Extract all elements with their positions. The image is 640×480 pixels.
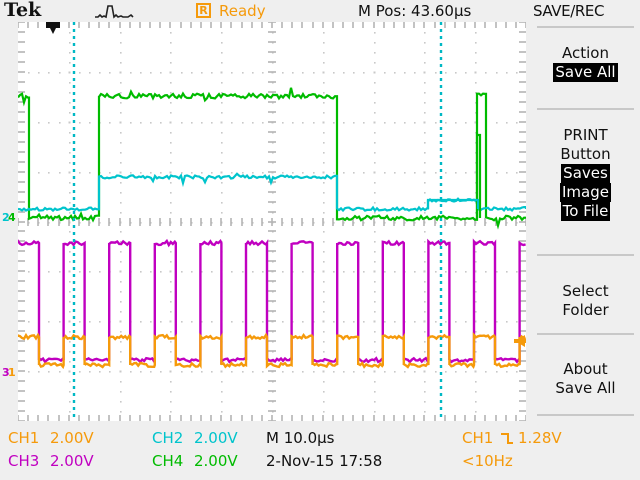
ch3-ground-marker[interactable]: 3 <box>2 366 10 379</box>
trigger-level-readout[interactable]: 1.28V <box>518 429 562 447</box>
ch3-scale[interactable]: 2.00V <box>50 452 94 470</box>
menu-divider <box>537 414 634 416</box>
trigger-position-marker[interactable] <box>46 22 60 34</box>
menu-item-about-label-2: Save All <box>555 379 616 397</box>
menu-divider <box>537 108 634 110</box>
tek-logo: Tek <box>4 0 42 21</box>
menu-item-select-folder-label-2: Folder <box>562 301 609 319</box>
ch4-scale[interactable]: 2.00V <box>194 452 238 470</box>
horizontal-position-readout: M Pos: 43.60μs <box>358 2 472 20</box>
menu-item-print-label-1: PRINT <box>563 126 608 144</box>
graticule-svg <box>18 22 526 421</box>
trigger-source-readout[interactable]: CH1 <box>462 429 494 447</box>
menu-item-print-value-3[interactable]: To File <box>560 202 611 221</box>
menu-divider <box>537 333 634 335</box>
menu-item-print-label-2: Button <box>560 145 611 163</box>
falling-edge-icon <box>501 433 513 444</box>
timebase-readout[interactable]: M 10.0μs <box>266 429 335 447</box>
ch3-label[interactable]: CH3 <box>8 452 40 470</box>
menu-item-print-value-2[interactable]: Image <box>560 183 611 202</box>
waveform-traces <box>18 87 526 370</box>
bottom-readout-bar: CH1 2.00V CH2 2.00V M 10.0μs CH1 1.28V C… <box>0 424 640 480</box>
ch1-scale[interactable]: 2.00V <box>50 429 94 447</box>
ch1-ground-marker[interactable]: 1 <box>8 366 16 379</box>
frequency-readout: <10Hz <box>462 452 513 470</box>
ch4-ground-marker[interactable]: 4 <box>8 211 16 224</box>
menu-item-about-save-all[interactable]: About Save All <box>531 360 640 398</box>
datetime-readout: 2-Nov-15 17:58 <box>266 452 383 470</box>
ch2-scale[interactable]: 2.00V <box>194 429 238 447</box>
menu-item-select-folder[interactable]: Select Folder <box>531 282 640 320</box>
side-menu: Action Save All PRINT Button Saves Image… <box>531 22 640 421</box>
waveform-graticule[interactable]: 2 4 3 1 <box>2 22 526 421</box>
waveform-icon <box>95 5 134 19</box>
menu-divider <box>537 26 634 28</box>
ch2-ground-marker[interactable]: 2 <box>2 211 10 224</box>
ch2-label[interactable]: CH2 <box>152 429 184 447</box>
status-bar: Tek R Ready M Pos: 43.60μs SAVE/REC <box>0 0 640 22</box>
menu-item-select-folder-label-1: Select <box>562 282 609 300</box>
ch1-label[interactable]: CH1 <box>8 429 40 447</box>
trigger-level-marker[interactable] <box>514 335 526 347</box>
menu-item-action-label: Action <box>562 44 609 62</box>
menu-item-action[interactable]: Action Save All <box>531 44 640 82</box>
menu-divider <box>537 254 634 256</box>
menu-item-print-button[interactable]: PRINT Button Saves Image To File <box>531 126 640 221</box>
menu-item-about-label-1: About <box>563 360 608 378</box>
menu-item-print-value-1[interactable]: Saves <box>561 164 610 183</box>
acquisition-status: Ready <box>219 2 266 20</box>
center-crosshair <box>18 22 526 421</box>
trigger-state-badge: R <box>196 3 211 18</box>
ch4-label[interactable]: CH4 <box>152 452 184 470</box>
menu-item-action-value[interactable]: Save All <box>553 63 618 82</box>
menu-title: SAVE/REC <box>533 2 605 20</box>
